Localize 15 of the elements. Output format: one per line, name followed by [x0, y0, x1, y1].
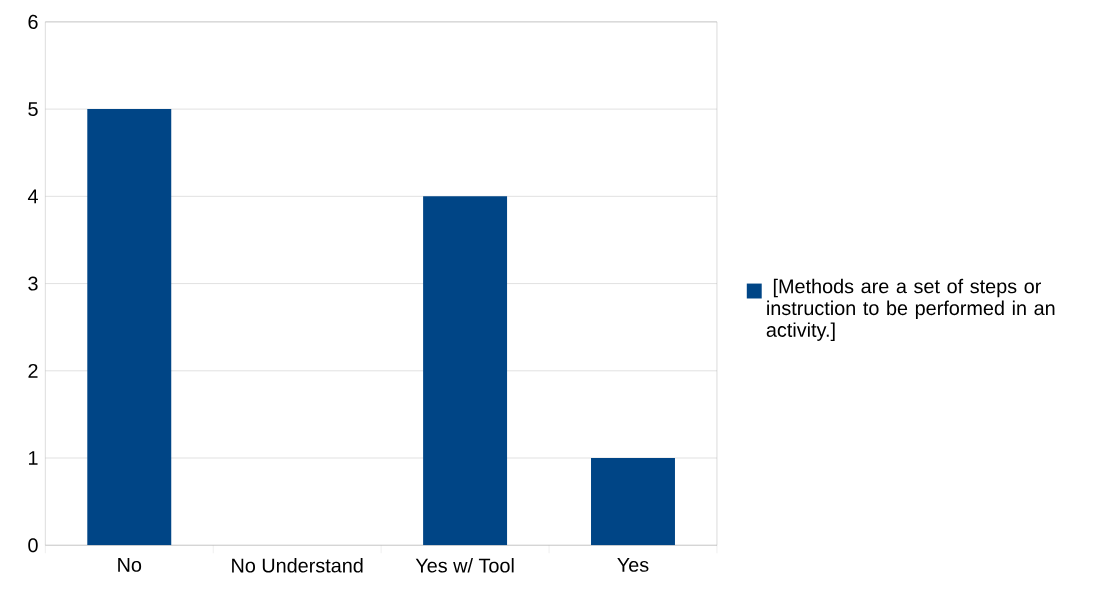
bar — [423, 196, 508, 546]
y-tick-label: 3 — [28, 276, 38, 291]
legend-label: [Methods are a set of steps or instruction to be performed in an activity.] — [766, 278, 1055, 341]
x-tick-label: No Understand — [232, 558, 363, 573]
y-tick-label: 4 — [27, 189, 38, 204]
y-tick-label: 0 — [28, 538, 38, 553]
y-tick-label: 2 — [28, 363, 38, 378]
x-tick-label: Yes w/ Tool — [415, 558, 514, 573]
bar — [591, 458, 675, 546]
y-tick-label: 1 — [28, 451, 38, 465]
x-tick-label: No — [118, 558, 142, 572]
bar — [87, 109, 172, 546]
y-tick-label: 6 — [28, 14, 38, 29]
x-tick-label: Yes — [617, 558, 649, 572]
y-tick-label: 5 — [28, 102, 38, 116]
